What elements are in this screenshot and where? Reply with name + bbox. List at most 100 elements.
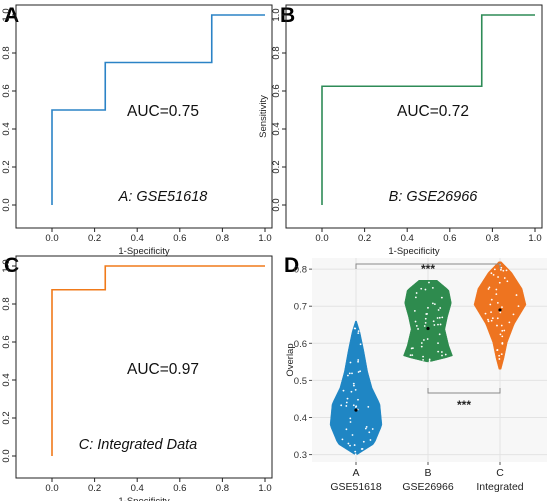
data-point (433, 324, 436, 326)
data-point (493, 268, 496, 271)
data-point (500, 353, 503, 356)
data-point (357, 332, 360, 335)
data-point (441, 316, 444, 319)
data-point (351, 434, 354, 436)
x-category-sublabel: Integrated (476, 481, 523, 493)
data-point (362, 440, 365, 443)
data-point (341, 438, 344, 441)
data-point (354, 388, 357, 391)
data-point (349, 361, 352, 364)
x-category-sublabel: GSE26966 (402, 481, 454, 493)
data-point (498, 358, 501, 360)
data-point (422, 355, 424, 358)
x-tick-label: 1.0 (258, 233, 271, 244)
y-tick-label: 0.8 (1, 46, 12, 59)
y-tick-label: 0.0 (271, 198, 282, 211)
x-category-sublabel: GSE51618 (330, 481, 382, 493)
panel-letter-d: D (284, 254, 299, 277)
median-point (426, 326, 430, 331)
data-point (417, 328, 419, 330)
roc-plot-b: 0.0 0.2 0.4 0.6 0.8 1.0 0.0 0.2 0.4 0.6 0.8 1.0 1-Sp… (258, 4, 543, 257)
x-axis-label: 1-Specificity (388, 246, 439, 257)
data-point (346, 397, 349, 400)
data-point (488, 286, 491, 289)
data-point (345, 401, 348, 404)
data-point (348, 372, 351, 375)
data-point (349, 421, 352, 423)
panel-caption: A: GSE51618 (118, 189, 208, 205)
x-tick-label: 0.0 (45, 233, 58, 244)
y-tick-label: 0.4 (1, 373, 12, 386)
significance-bracket (427, 388, 501, 394)
data-point (502, 269, 505, 272)
data-point (354, 450, 357, 453)
y-tick-label: 1.0 (271, 8, 282, 21)
data-point (423, 325, 426, 327)
data-point (501, 335, 504, 338)
y-tick-label: 0.6 (271, 84, 282, 97)
data-point (342, 389, 345, 392)
data-point (499, 311, 502, 314)
data-point (490, 298, 493, 301)
data-point (413, 310, 416, 312)
violin-body (403, 280, 453, 363)
y-tick-label: 0.0 (1, 198, 12, 211)
data-point (515, 294, 518, 296)
data-point (347, 374, 349, 377)
x-tick-label: 0.4 (401, 233, 414, 244)
data-point (437, 342, 439, 345)
x-tick-label: 0.2 (88, 483, 101, 494)
data-point (433, 303, 436, 306)
data-point (347, 442, 350, 445)
data-point (426, 338, 429, 340)
data-point (352, 404, 355, 407)
data-point (414, 320, 417, 323)
x-tick-label: 0.6 (173, 233, 186, 244)
data-point (437, 323, 439, 326)
data-point (508, 321, 511, 324)
y-tick-label: 0.4 (1, 122, 12, 135)
panel-b: B 0.0 0.2 0.4 0.6 0.8 1.0 0.0 0.2 0.4 0.6 0.8 1.0 1-… (258, 4, 543, 257)
data-point (354, 406, 357, 408)
data-point (410, 347, 413, 350)
data-point (340, 404, 343, 407)
data-point (500, 268, 502, 271)
data-point (415, 325, 418, 327)
data-point (506, 280, 509, 283)
data-point (490, 311, 492, 314)
data-point (414, 296, 417, 299)
auc-label: AUC=0.72 (397, 103, 469, 120)
y-tick-label: 0.2 (1, 160, 12, 173)
y-tick-label: 0.8 (1, 297, 12, 310)
roc-curve (51, 265, 265, 456)
data-point (440, 296, 443, 299)
x-tick-label: 0.8 (216, 483, 229, 494)
data-point (427, 306, 429, 309)
data-point (349, 444, 351, 447)
y-tick-label: 0.6 (1, 335, 12, 348)
x-axis-label: 1-Specificity (118, 246, 169, 257)
y-tick-label: 0.8 (271, 46, 282, 59)
roc-plot-a: 0.0 0.2 0.4 0.6 0.8 1.0 0.0 0.2 0.4 0.6 0.8 1.0 1-Sp… (1, 4, 273, 257)
data-point (438, 316, 441, 319)
data-point (496, 349, 499, 351)
data-point (498, 281, 501, 284)
data-point (359, 343, 362, 346)
significance-label: *** (421, 262, 435, 276)
x-tick-label: 0.8 (486, 233, 499, 244)
panel-letter-b: B (280, 4, 295, 27)
data-point (490, 272, 493, 275)
auc-label: AUC=0.75 (127, 103, 199, 120)
data-point (424, 321, 427, 324)
data-point (431, 302, 434, 305)
data-point (354, 327, 357, 330)
data-point (501, 342, 504, 345)
data-point (487, 288, 490, 290)
data-point (495, 293, 498, 296)
y-tick-label: 0.0 (1, 449, 12, 462)
data-point (439, 307, 442, 309)
data-point (351, 372, 353, 375)
roc-curve (51, 14, 265, 205)
data-point (424, 288, 427, 291)
x-tick-label: 0.0 (45, 483, 58, 494)
